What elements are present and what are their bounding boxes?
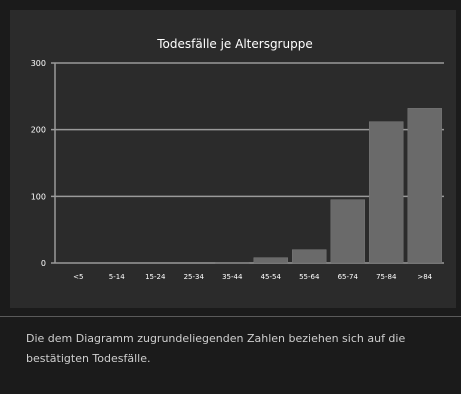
x-tick-label: 35-44 [222,273,243,281]
bar-55-64 [292,249,327,264]
chart-title: Todesfälle je Altersgruppe [156,37,312,51]
y-axis-ticks: 0 100 200 300 [31,59,46,268]
x-tick-label: 55-64 [299,273,320,281]
y-tick-label: 100 [31,192,46,201]
divider [0,316,461,317]
x-tick-label: 25-34 [184,273,205,281]
bars [215,108,442,264]
chart-panel: 0 100 200 300 <5 5-14 15-24 25-34 35-44 45-54 55-… [10,10,456,308]
x-tick-label: 5-14 [109,273,125,281]
bar-45-54 [253,257,288,264]
bar-chart: 0 100 200 300 <5 5-14 15-24 25-34 35-44 45-54 55-… [31,37,444,281]
footnote: Die dem Diagramm zugrundeliegenden Zahle… [26,332,406,365]
x-tick-label: 45-54 [261,273,282,281]
x-tick-label: 15-24 [145,273,166,281]
y-tick-label: 0 [41,259,46,268]
bar-65-74 [330,199,365,264]
bar->84 [407,108,442,264]
x-tick-label: 65-74 [338,273,359,281]
bar-75-84 [369,121,404,264]
y-tick-label: 300 [31,59,46,68]
x-tick-label: >84 [417,273,432,281]
bar-35-44 [215,262,250,264]
x-tick-label: <5 [73,273,83,281]
x-axis-ticks: <5 5-14 15-24 25-34 35-44 45-54 55-64 65-74 75-8… [73,273,433,281]
x-tick-label: 75-84 [376,273,397,281]
y-tick-label: 200 [31,126,46,135]
